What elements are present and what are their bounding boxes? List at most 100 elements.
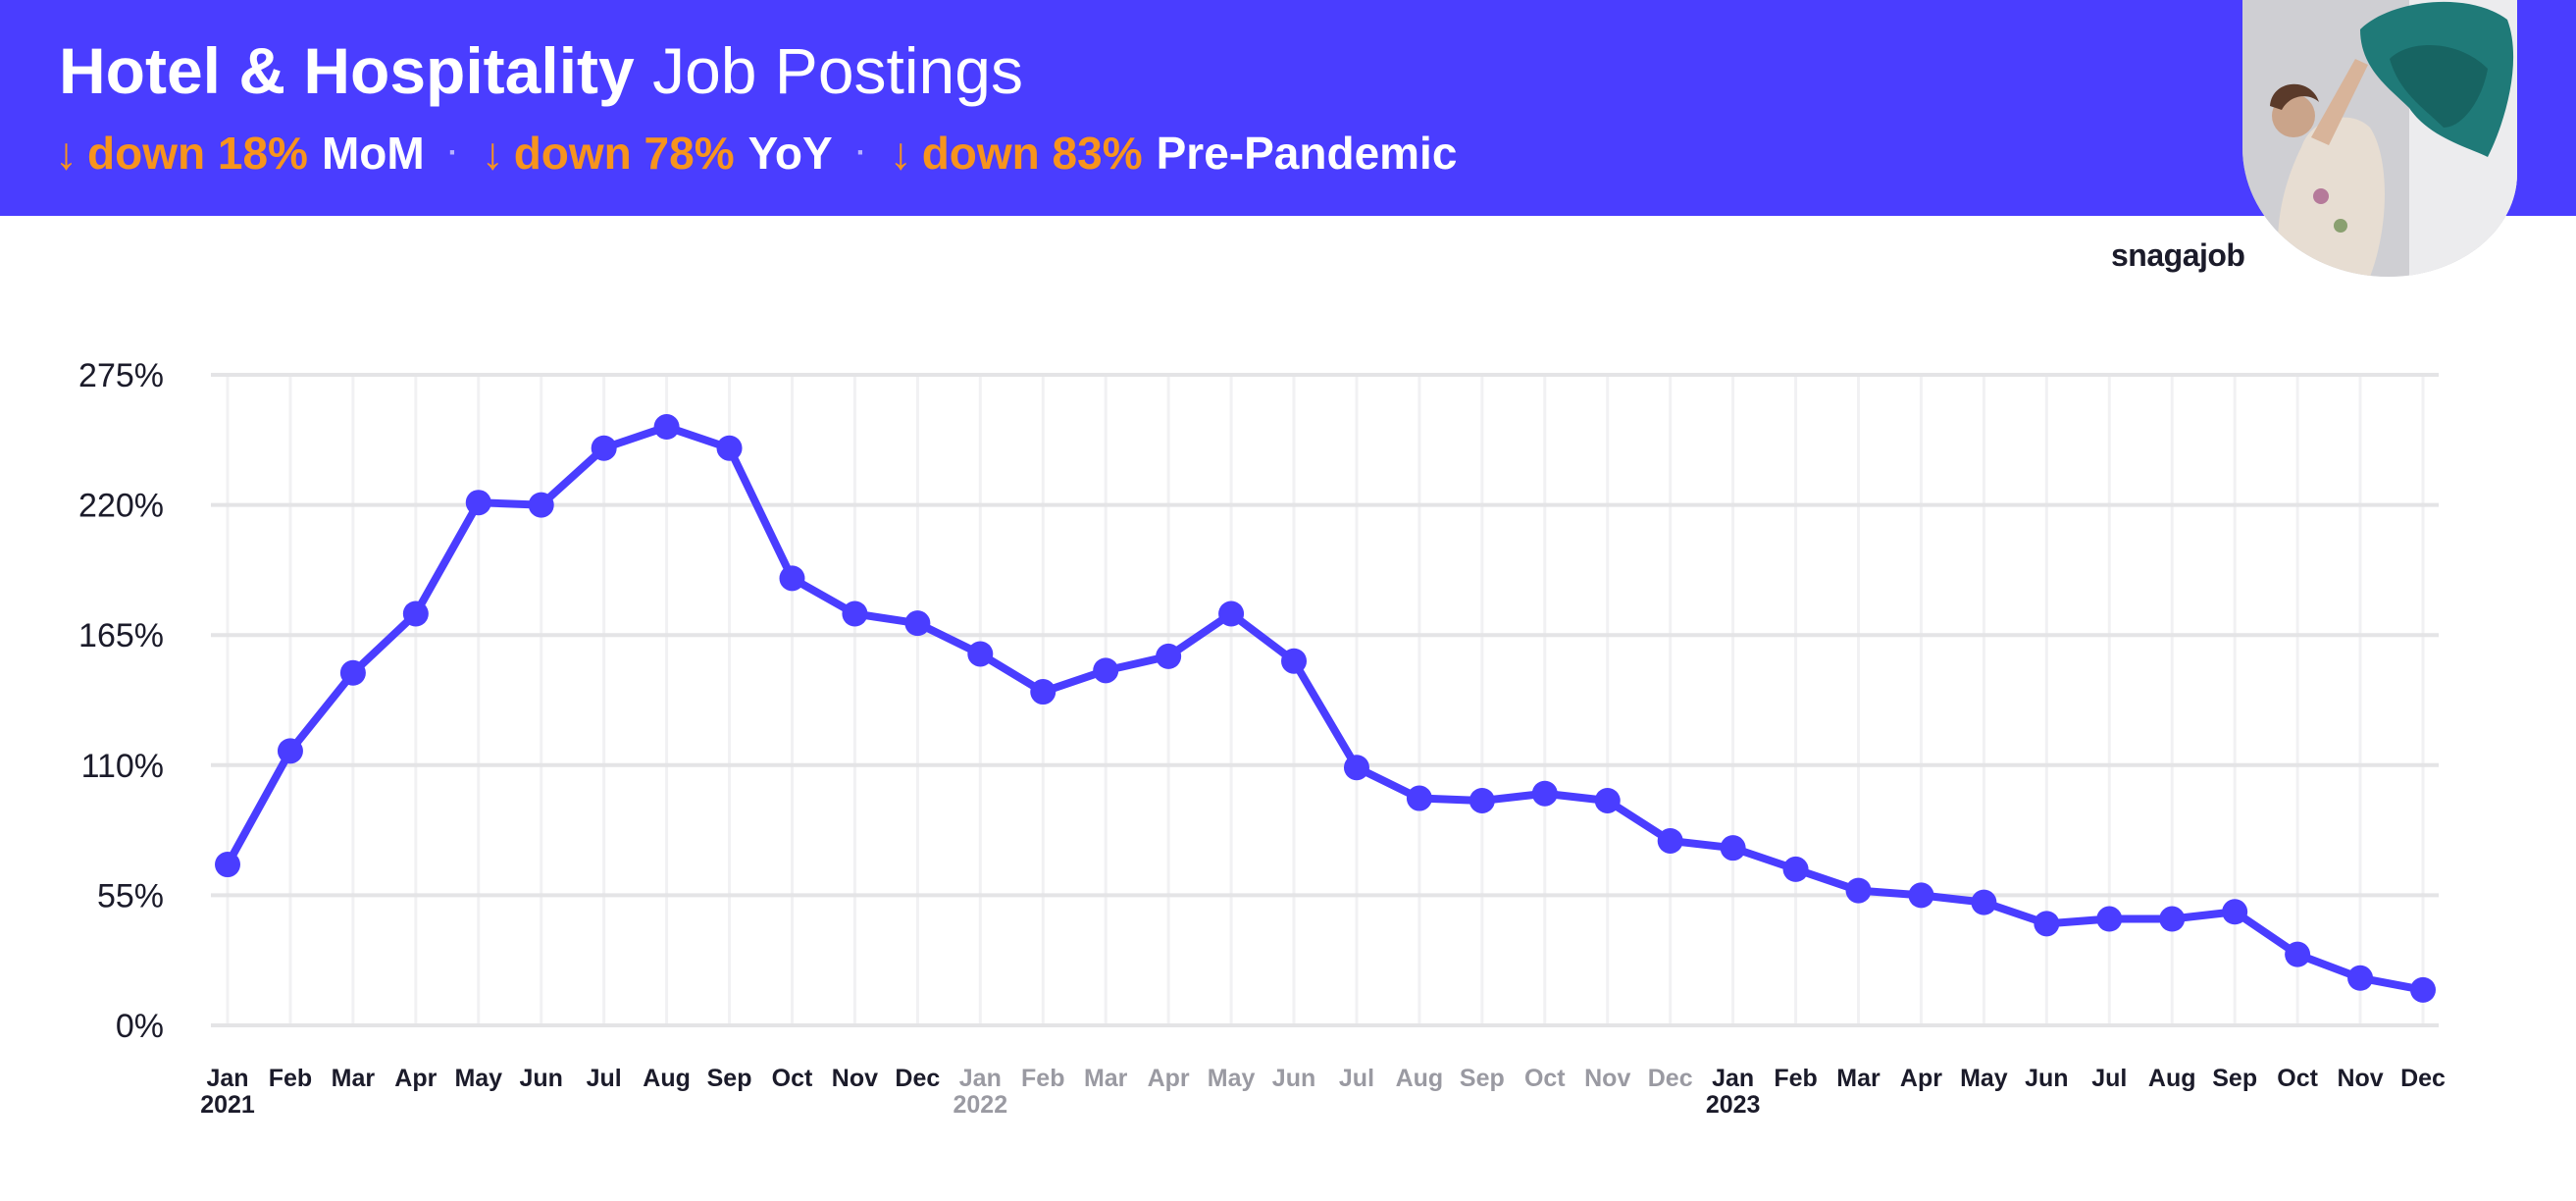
x-tick-label: May [1208,1065,1256,1092]
x-tick-label: Jul [1339,1065,1374,1092]
stat-pre-pandemic: ↓ down 83% Pre-Pandemic [890,127,1458,180]
data-point [2285,941,2311,967]
x-tick-label: Jan [206,1065,248,1092]
x-tick-label: Jul [587,1065,622,1092]
data-point [277,738,303,764]
x-tick-label: Mar [1836,1065,1880,1092]
stat-label: YoY [747,128,833,179]
stats-row: ↓ down 18% MoM · ↓ down 78% YoY · ↓ down… [55,120,1457,186]
data-point [1720,835,1746,862]
y-tick-label: 220% [78,488,164,525]
x-tick-label: Jan [959,1065,1002,1092]
x-tick-label: Mar [1084,1065,1128,1092]
x-tick-label: Jan [1712,1065,1754,1092]
x-tick-label: Oct [2277,1065,2318,1092]
series-line [224,423,2427,994]
x-tick-label: Apr [1148,1065,1190,1092]
x-year-label: 2023 [1706,1091,1761,1119]
data-point [591,435,617,461]
stat-label: Pre-Pandemic [1156,128,1458,179]
x-tick-label: Sep [707,1065,752,1092]
data-point [2222,899,2248,925]
x-tick-label: May [1960,1065,2008,1092]
stat-change: down 78% [513,128,735,179]
y-tick-label: 165% [78,617,164,654]
stat-yoy: ↓ down 78% YoY [482,127,833,180]
title-light: Job Postings [652,34,1023,107]
data-point [2347,965,2374,991]
y-tick-label: 55% [97,877,164,914]
data-point [1343,755,1369,781]
y-tick-label: 0% [116,1008,164,1045]
x-tick-label: Jun [2025,1065,2068,1092]
y-tick-label: 110% [81,748,164,785]
data-point [1156,643,1182,669]
x-tick-label: Sep [1460,1065,1505,1092]
vertical-grid [226,375,2425,1025]
down-arrow-icon: ↓ [481,128,504,179]
data-point [842,600,868,627]
x-tick-label: Nov [832,1065,878,1092]
stat-label: MoM [321,128,425,179]
data-point [2410,976,2436,1003]
data-point [779,565,805,592]
data-point [2096,906,2123,932]
x-tick-label: Jun [1272,1065,1315,1092]
data-point [1971,889,1997,915]
data-point [1782,856,1809,882]
x-tick-label: Sep [2212,1065,2257,1092]
data-point [1030,679,1056,705]
x-tick-label: Oct [1524,1065,1566,1092]
y-axis: 0% 55% 110% 165% 220% 275% [78,357,164,1045]
x-tick-label: Apr [1900,1065,1942,1092]
data-point [1406,785,1432,811]
y-tick-label: 275% [78,357,164,394]
x-tick-label: Feb [1021,1065,1064,1092]
data-point [1908,882,1934,909]
data-point [2159,906,2186,932]
data-point [2034,911,2060,937]
x-tick-label: Aug [643,1065,691,1092]
x-year-label: 2022 [953,1091,1008,1119]
x-tick-label: Aug [1396,1065,1444,1092]
data-point [1594,787,1621,813]
x-tick-label: Feb [269,1065,312,1092]
x-tick-label: Dec [1648,1065,1693,1092]
x-tick-label: Dec [2400,1065,2446,1092]
data-point [653,414,680,441]
stat-mom: ↓ down 18% MoM [55,127,425,180]
data-points [215,414,2436,1003]
data-point [1657,827,1683,854]
data-point [215,852,240,878]
data-point [1845,877,1872,904]
data-point [1218,600,1245,627]
x-year-label: 2021 [200,1091,255,1119]
x-tick-label: Dec [895,1065,940,1092]
data-point [1093,657,1119,684]
data-point [1281,648,1308,674]
header-banner: Hotel & Hospitality Job Postings ↓ down … [0,0,2576,216]
data-point [402,600,429,627]
down-arrow-icon: ↓ [55,128,77,179]
data-point [465,490,491,516]
title-bold: Hotel & Hospitality [59,34,635,107]
stat-change: down 18% [87,128,308,179]
data-point [528,492,554,518]
photo-illustration [2242,0,2517,277]
x-tick-label: Mar [332,1065,376,1092]
data-point [1468,787,1495,813]
separator-dot: · [855,136,866,169]
stat-change: down 83% [921,128,1143,179]
snagajob-logo: snagajob [2111,237,2245,273]
x-tick-label: Feb [1774,1065,1817,1092]
hero-photo [2242,0,2517,277]
x-tick-label: Jul [2091,1065,2127,1092]
data-point [967,641,994,667]
data-point [904,610,931,637]
x-tick-label: Nov [2337,1065,2383,1092]
separator-dot: · [447,136,458,169]
x-tick-label: Jun [519,1065,562,1092]
x-tick-label: Apr [394,1065,437,1092]
